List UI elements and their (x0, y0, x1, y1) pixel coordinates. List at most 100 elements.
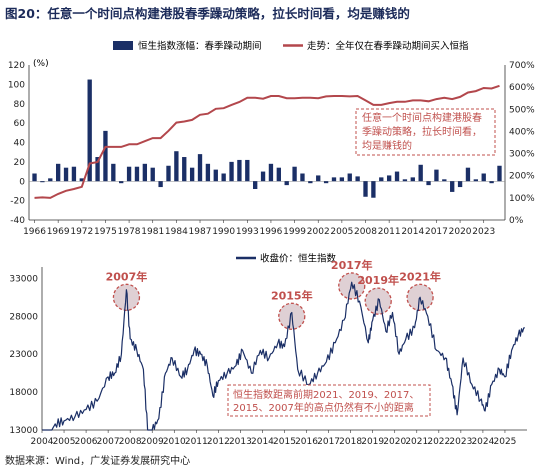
bar (71, 166, 77, 182)
x-tick-label: 2005 (330, 227, 353, 237)
x-tick-label: 2020 (449, 227, 472, 237)
chart1-annotation: 任意一个时间点构建港股春 季躁动策略，拉长时间看， 均是赚钱的 (355, 108, 496, 156)
y-left-tick-label: -40 (10, 216, 25, 226)
y-tick-label: 33000 (9, 274, 38, 284)
y-left-tick-label: 120 (8, 61, 25, 71)
x-tick-label: 1975 (94, 227, 117, 237)
bar (402, 179, 408, 182)
bar (339, 177, 345, 182)
chart2-x-ticks: 2004 2005 2006 2007 2008 2009 2010 2011 2012 2013… (31, 430, 517, 447)
bar (284, 181, 289, 186)
y-left-tick-label: -20 (10, 197, 25, 207)
y-right-tick-label: 0% (509, 216, 524, 226)
x-tick-label: 2018 (339, 437, 362, 447)
chart1-left-y-ticks: 120 100 80 60 40 20 0 -20 -40 (8, 61, 25, 226)
y-right-tick-label: 100% (509, 194, 535, 204)
bar (150, 167, 155, 182)
legend-bar-swatch (113, 41, 133, 50)
legend-hsi-label: 收盘价：恒生指数 (260, 253, 337, 265)
bar (442, 179, 447, 182)
bar (237, 159, 242, 182)
highlight-label: 2019年 (357, 273, 399, 287)
x-tick-label: 2002 (307, 227, 330, 237)
chart2-legend: 收盘价：恒生指数 (236, 253, 337, 265)
bar (158, 181, 163, 188)
x-tick-label: 2017 (317, 437, 340, 447)
annotation-line-3: 均是赚钱的 (362, 139, 412, 152)
x-tick-label: 2012 (207, 437, 230, 447)
bar (331, 177, 337, 182)
x-tick-label: 1981 (141, 227, 164, 237)
bar (253, 181, 258, 189)
bar (434, 169, 439, 182)
x-tick-label: 2006 (75, 437, 98, 447)
bar (386, 175, 392, 182)
bar (189, 167, 195, 182)
y-right-tick-label: 300% (509, 150, 535, 160)
x-tick-label: 2014 (251, 437, 274, 447)
chart2-annotation: 恒生指数距离前期2021、2019、2017、 2015、2007年的高点仍然有… (227, 384, 431, 417)
x-tick-label: 1999 (283, 227, 306, 237)
chart2-y-ticks: 33000 28000 23000 18000 13000 (9, 274, 38, 436)
bar (103, 130, 108, 182)
y-tick-label: 23000 (9, 350, 38, 360)
x-tick-label: 2007 (97, 437, 120, 447)
x-tick-label: 1990 (212, 227, 235, 237)
x-tick-label: 2014 (401, 227, 424, 237)
x-tick-label: 2013 (229, 437, 252, 447)
x-tick-label: 2021 (405, 437, 428, 447)
y-right-tick-label: 200% (509, 172, 535, 182)
bar (379, 177, 384, 182)
x-tick-label: 1972 (70, 227, 93, 237)
x-tick-label: 1996 (259, 227, 282, 237)
figure-title: 图20：任意一个时间点构建港股春季躁动策略，拉长时间看，均是赚钱的 (5, 6, 410, 21)
y-right-tick-label: 600% (509, 83, 535, 93)
chart1-bars (32, 79, 502, 198)
bar (465, 167, 471, 182)
bar (371, 181, 376, 198)
legend-bar-label: 恒生指数涨幅：春季躁动期间 (138, 40, 262, 52)
bar (300, 173, 305, 182)
source-note: 数据来源：Wind，广发证券发展研究中心 (5, 456, 191, 467)
highlight-label: 2015年 (271, 288, 313, 302)
annotation-line-1: 恒生指数距离前期2021、2019、2017、 (233, 388, 419, 401)
bar (205, 163, 211, 182)
chart1-right-y-ticks: 700% 600% 500% 400% 300% 200% 100% 0% (509, 61, 535, 226)
x-tick-label: 2023 (449, 437, 472, 447)
bar (457, 181, 463, 188)
chart1-legend: 恒生指数涨幅：春季躁动期间 走势：全年仅在春季躁动期间买入恒指 (113, 40, 469, 52)
x-tick-label: 2016 (295, 437, 318, 447)
x-tick-label: 2017 (425, 227, 448, 237)
bar (95, 157, 100, 182)
x-tick-label: 2005 (53, 437, 76, 447)
x-tick-label: 2008 (119, 437, 142, 447)
bar (229, 161, 234, 182)
y-right-tick-label: 500% (509, 105, 535, 115)
x-tick-label: 2009 (141, 437, 164, 447)
x-tick-label: 1978 (118, 227, 141, 237)
bar (79, 178, 84, 182)
chart1-x-ticks: 1966 1969 1972 1975 1978 1981 1984 1987 1990 1993… (23, 220, 495, 237)
bar-line-chart: 恒生指数涨幅：春季躁动期间 走势：全年仅在春季躁动期间买入恒指 (%) 1966… (8, 40, 535, 237)
bar (221, 173, 226, 182)
bar (268, 163, 274, 182)
annotation-line-2: 季躁动策略，拉长时间看， (362, 125, 482, 138)
annotation-box (355, 108, 496, 156)
bar (481, 173, 486, 182)
x-tick-label: 2025 (494, 437, 517, 447)
bar (355, 176, 360, 182)
y-left-tick-label: 40 (14, 139, 26, 149)
bar (473, 179, 479, 182)
x-tick-label: 2004 (31, 437, 54, 447)
highlight-label: 2021年 (399, 269, 441, 283)
y-right-tick-label: 400% (509, 127, 535, 137)
bar (55, 163, 61, 182)
x-tick-label: 2020 (383, 437, 406, 447)
bar (276, 167, 281, 182)
left-unit-label: (%) (33, 59, 49, 69)
x-tick-label: 2022 (427, 437, 450, 447)
x-tick-label: 1966 (23, 227, 46, 237)
bar (450, 181, 455, 192)
bar (32, 173, 37, 182)
x-tick-label: 2015 (273, 437, 296, 447)
